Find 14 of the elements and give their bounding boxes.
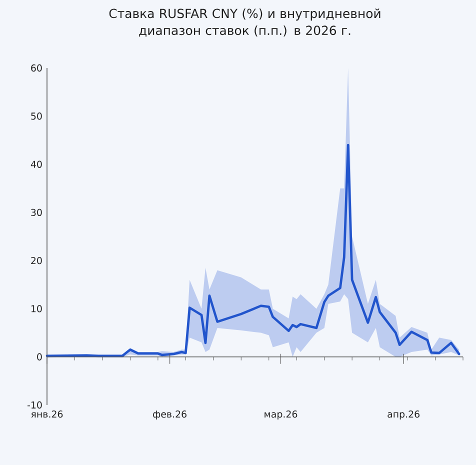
x-tick-label: апр.26 <box>388 410 420 420</box>
y-tick-label: -10 <box>27 401 42 409</box>
line-series <box>46 144 460 358</box>
x-tick-label: мар.26 <box>264 410 298 420</box>
x-tick-label: фев.26 <box>153 410 186 420</box>
y-tick-label: 10 <box>31 305 42 312</box>
y-tick-label: 30 <box>31 208 42 216</box>
y-tick-label: 50 <box>31 112 42 120</box>
x-tick-label: янв.26 <box>31 410 63 418</box>
chart-title: Ставка RUSFAR CNY (%) и внутридневной диапазон ставок (п.п.) в 2026 г. <box>109 8 380 37</box>
y-tick-label: 0 <box>37 353 42 360</box>
y-tick-label: 40 <box>30 160 42 168</box>
y-tick-label: 20 <box>31 256 42 264</box>
y-tick-label: 60 <box>31 64 42 72</box>
